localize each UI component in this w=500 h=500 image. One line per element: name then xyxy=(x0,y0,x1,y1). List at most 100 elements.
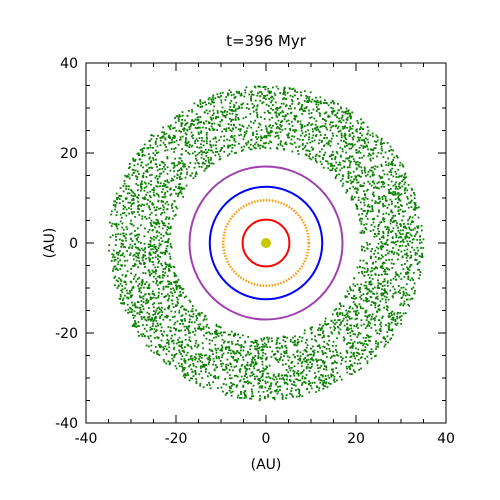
disk-particle xyxy=(125,274,128,277)
disk-particle xyxy=(156,185,159,188)
disk-particle xyxy=(145,319,148,322)
disk-particle xyxy=(374,165,377,168)
disk-particle xyxy=(416,263,419,266)
disk-particle xyxy=(155,223,157,225)
disk-particle xyxy=(402,304,405,307)
disk-particle xyxy=(297,341,300,344)
disk-particle xyxy=(267,394,269,396)
disk-particle xyxy=(247,335,250,338)
disk-particle xyxy=(238,344,241,347)
disk-particle xyxy=(366,269,369,272)
disk-particle xyxy=(275,115,278,117)
disk-particle xyxy=(310,328,313,331)
disk-particle xyxy=(387,213,390,216)
disk-particle xyxy=(183,187,186,190)
disk-particle xyxy=(157,195,160,198)
disk-particle xyxy=(193,124,195,126)
disk-particle xyxy=(281,377,283,380)
disk-particle xyxy=(356,317,358,320)
x-tick-label: 0 xyxy=(262,431,271,447)
disk-particle xyxy=(236,107,239,110)
disk-particle xyxy=(195,138,198,141)
disk-particle xyxy=(280,356,282,359)
disk-particle xyxy=(345,309,348,312)
disk-particle xyxy=(198,373,201,376)
disk-particle xyxy=(321,336,324,339)
disk-particle xyxy=(395,324,398,326)
disk-particle xyxy=(195,378,198,380)
disk-particle xyxy=(258,91,261,94)
disk-particle xyxy=(350,364,352,366)
disk-particle xyxy=(162,188,164,191)
disk-particle xyxy=(259,379,261,382)
disk-particle xyxy=(297,379,300,382)
orbit-4 xyxy=(188,165,344,321)
disk-particle xyxy=(402,165,404,167)
disk-particle xyxy=(173,289,176,292)
disk-particle xyxy=(328,139,331,142)
disk-particle xyxy=(125,214,128,217)
disk-particle xyxy=(267,387,270,390)
disk-particle xyxy=(162,288,165,290)
disk-particle xyxy=(140,333,143,336)
disk-particle xyxy=(398,213,401,215)
disk-particle xyxy=(310,146,313,149)
disk-particle xyxy=(392,227,395,230)
disk-particle xyxy=(270,384,272,387)
disk-particle xyxy=(259,95,262,98)
disk-particle xyxy=(256,343,259,346)
disk-particle xyxy=(281,398,284,400)
disk-particle xyxy=(361,353,364,355)
disk-particle xyxy=(188,126,191,128)
disk-particle xyxy=(141,217,144,220)
disk-particle xyxy=(147,153,150,156)
disk-particle xyxy=(134,306,137,309)
disk-particle xyxy=(332,134,335,137)
disk-particle xyxy=(297,153,300,155)
disk-particle xyxy=(171,292,174,295)
disk-particle xyxy=(361,249,364,252)
disk-particle xyxy=(227,94,229,97)
disk-particle xyxy=(272,353,275,356)
disk-particle xyxy=(330,101,332,104)
disk-particle xyxy=(164,191,167,194)
disk-particle xyxy=(291,336,294,339)
disk-particle xyxy=(144,227,146,230)
disk-particle xyxy=(132,199,135,201)
disk-particle xyxy=(289,142,292,145)
disk-particle xyxy=(129,166,131,169)
disk-particle xyxy=(186,343,189,346)
disk-particle xyxy=(164,261,167,264)
chart-title: t=396 Myr xyxy=(226,32,307,50)
disk-particle xyxy=(214,151,217,153)
disk-particle xyxy=(263,136,265,139)
disk-particle xyxy=(145,257,148,260)
disk-particle xyxy=(162,270,164,273)
disk-particle xyxy=(349,126,352,128)
disk-particle xyxy=(416,225,419,228)
disk-particle xyxy=(352,180,355,183)
disk-particle xyxy=(339,106,342,109)
disk-particle xyxy=(353,340,356,343)
disk-particle xyxy=(229,349,232,352)
disk-particle xyxy=(175,285,178,288)
disk-particle xyxy=(134,158,137,161)
disk-particle xyxy=(226,92,229,95)
disk-particle xyxy=(413,282,416,285)
disk-particle xyxy=(265,136,268,139)
disk-particle xyxy=(383,173,386,176)
disk-particle xyxy=(200,312,203,314)
disk-particle xyxy=(278,342,281,345)
disk-particle xyxy=(144,283,146,285)
disk-particle xyxy=(148,271,151,274)
disk-particle xyxy=(350,327,353,330)
disk-particle xyxy=(304,144,307,147)
disk-particle xyxy=(228,112,231,115)
disk-particle xyxy=(289,105,292,107)
disk-particle xyxy=(403,275,406,278)
disk-particle xyxy=(130,289,133,292)
disk-particle xyxy=(185,184,188,187)
disk-particle xyxy=(350,197,353,199)
disk-particle xyxy=(131,199,133,201)
disk-particle xyxy=(311,128,314,131)
